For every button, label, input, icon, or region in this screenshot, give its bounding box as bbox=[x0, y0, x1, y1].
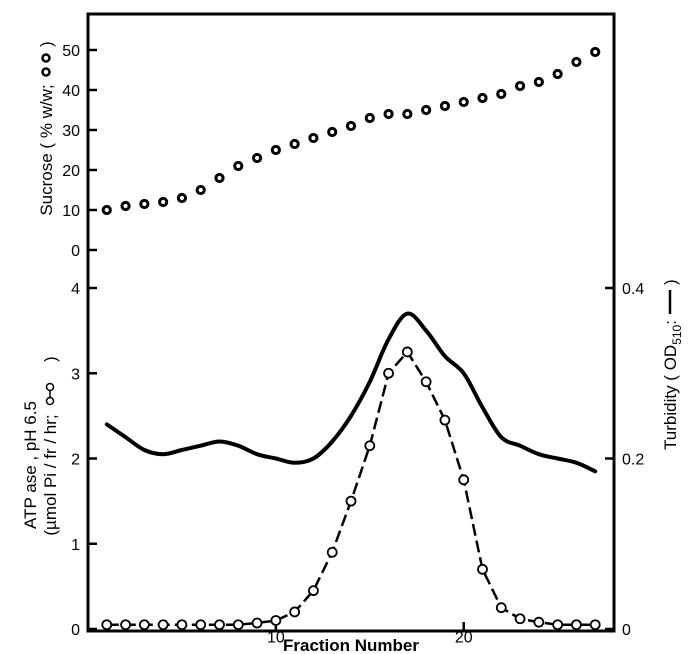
sucrose-point bbox=[571, 56, 582, 68]
atpase-point bbox=[101, 619, 113, 631]
sucrose-point bbox=[496, 88, 507, 100]
turbidity-tick-label: 0.2 bbox=[622, 452, 644, 469]
sucrose-point bbox=[308, 132, 319, 144]
svg-text:Sucrose ( % w/w;: Sucrose ( % w/w; bbox=[37, 84, 56, 215]
turbidity-curve bbox=[104, 311, 598, 474]
atpase-point bbox=[364, 440, 376, 452]
atpase-point bbox=[214, 619, 225, 631]
sucrose-point bbox=[477, 92, 488, 104]
atpase-axis-title-line1: ATP ase , pH 6.5 bbox=[21, 401, 40, 529]
sucrose-legend-ring-icon-2 bbox=[41, 53, 51, 63]
sucrose-axis-ticks: 0 10 20 30 40 50 bbox=[62, 43, 97, 260]
sucrose-point bbox=[120, 200, 131, 212]
sucrose-point bbox=[195, 184, 206, 196]
atpase-axis-ticks: 0 1 2 3 4 bbox=[71, 281, 97, 639]
atpase-point bbox=[157, 619, 169, 631]
plot-frame bbox=[86, 12, 616, 633]
svg-text:): ) bbox=[41, 356, 60, 362]
atpase-point bbox=[439, 414, 451, 426]
atpase-point bbox=[552, 619, 564, 631]
atpase-tick-label: 0 bbox=[71, 622, 80, 639]
sucrose-series bbox=[101, 46, 601, 216]
atpase-curve bbox=[106, 349, 596, 626]
atpase-tick-label: 1 bbox=[71, 537, 80, 554]
atpase-tick-label: 4 bbox=[71, 281, 80, 298]
sucrose-point bbox=[158, 196, 169, 208]
x-axis-title: Fraction Number bbox=[283, 636, 419, 654]
atpase-point bbox=[232, 619, 244, 631]
sucrose-axis-title: Sucrose ( % w/w; ) bbox=[37, 41, 56, 215]
atpase-point bbox=[495, 602, 507, 614]
svg-text:): ) bbox=[661, 279, 680, 285]
turbidity-axis-title: Turbidity ( OD510: ) bbox=[661, 279, 684, 450]
sucrose-point bbox=[514, 80, 526, 92]
turbidity-series bbox=[104, 311, 598, 474]
sucrose-point bbox=[327, 126, 338, 138]
sucrose-point bbox=[383, 108, 394, 120]
sucrose-point bbox=[402, 108, 413, 120]
sucrose-point bbox=[590, 46, 601, 58]
turbidity-axis-title-colon: : bbox=[661, 320, 680, 325]
turbidity-axis-title-text: Turbidity ( OD bbox=[661, 345, 680, 450]
fraction-tick-label: 20 bbox=[455, 629, 473, 646]
atpase-point bbox=[251, 617, 263, 629]
atpase-point bbox=[270, 615, 282, 626]
sucrose-point bbox=[233, 160, 244, 172]
turbidity-tick-label: 0 bbox=[622, 622, 631, 639]
atpase-point bbox=[514, 613, 526, 625]
atpase-point bbox=[401, 346, 413, 358]
sucrose-point bbox=[421, 104, 432, 116]
fraction-axis-ticks: 10 20 bbox=[267, 622, 473, 646]
sucrose-tick-label: 30 bbox=[62, 123, 80, 140]
svg-text:): ) bbox=[37, 41, 56, 47]
sucrose-point bbox=[364, 112, 375, 124]
sucrose-point bbox=[214, 172, 225, 184]
turbidity-axis-ticks: 0 0.2 0.4 bbox=[605, 281, 644, 639]
atpase-point bbox=[176, 619, 188, 631]
sucrose-point bbox=[552, 68, 563, 80]
atpase-point bbox=[533, 616, 545, 628]
sucrose-point bbox=[289, 138, 300, 150]
sucrose-legend-ring-icon bbox=[41, 67, 51, 77]
sucrose-point bbox=[251, 152, 263, 164]
sucrose-point bbox=[345, 120, 357, 132]
svg-text:Turbidity ( OD510:: Turbidity ( OD510: bbox=[661, 320, 684, 450]
sucrose-point bbox=[101, 204, 112, 216]
atpase-series bbox=[101, 346, 601, 631]
sucrose-tick-label: 20 bbox=[62, 163, 80, 180]
atpase-point bbox=[138, 619, 150, 631]
atpase-point bbox=[326, 546, 338, 558]
atpase-point bbox=[383, 367, 394, 379]
atpase-point bbox=[289, 606, 301, 618]
fraction-tick-label: 10 bbox=[267, 629, 285, 646]
atpase-point bbox=[420, 376, 432, 388]
sucrose-point bbox=[458, 96, 469, 108]
atpase-legend-icon bbox=[45, 382, 55, 406]
sucrose-axis-title-text: Sucrose ( % w/w; bbox=[37, 84, 56, 215]
sucrose-tick-label: 0 bbox=[71, 243, 80, 260]
sucrose-point bbox=[439, 100, 451, 112]
sucrose-point bbox=[270, 144, 281, 156]
atpase-point bbox=[458, 474, 470, 486]
atpase-tick-label: 3 bbox=[71, 366, 80, 383]
atpase-point bbox=[195, 619, 207, 631]
atpase-point bbox=[571, 619, 582, 631]
atpase-point bbox=[120, 619, 131, 631]
sucrose-tick-label: 10 bbox=[62, 203, 80, 220]
sucrose-tick-label: 50 bbox=[62, 43, 80, 60]
atpase-point bbox=[345, 495, 357, 507]
sucrose-tick-label: 40 bbox=[62, 83, 80, 100]
turbidity-axis-title-sub: 510 bbox=[670, 324, 684, 344]
turbidity-tick-label: 0.4 bbox=[622, 281, 644, 298]
atpase-point bbox=[308, 585, 319, 597]
atpase-point bbox=[589, 619, 601, 631]
sucrose-point bbox=[176, 192, 188, 204]
sucrose-point bbox=[533, 76, 544, 88]
atpase-axis-title: ATP ase , pH 6.5 (µmol Pi / fr / hr; ) bbox=[21, 356, 60, 535]
atpase-point bbox=[477, 563, 488, 575]
atpase-tick-label: 2 bbox=[71, 452, 80, 469]
atpase-axis-title-line2: (µmol Pi / fr / hr; bbox=[41, 414, 60, 535]
sucrose-point bbox=[139, 198, 150, 210]
